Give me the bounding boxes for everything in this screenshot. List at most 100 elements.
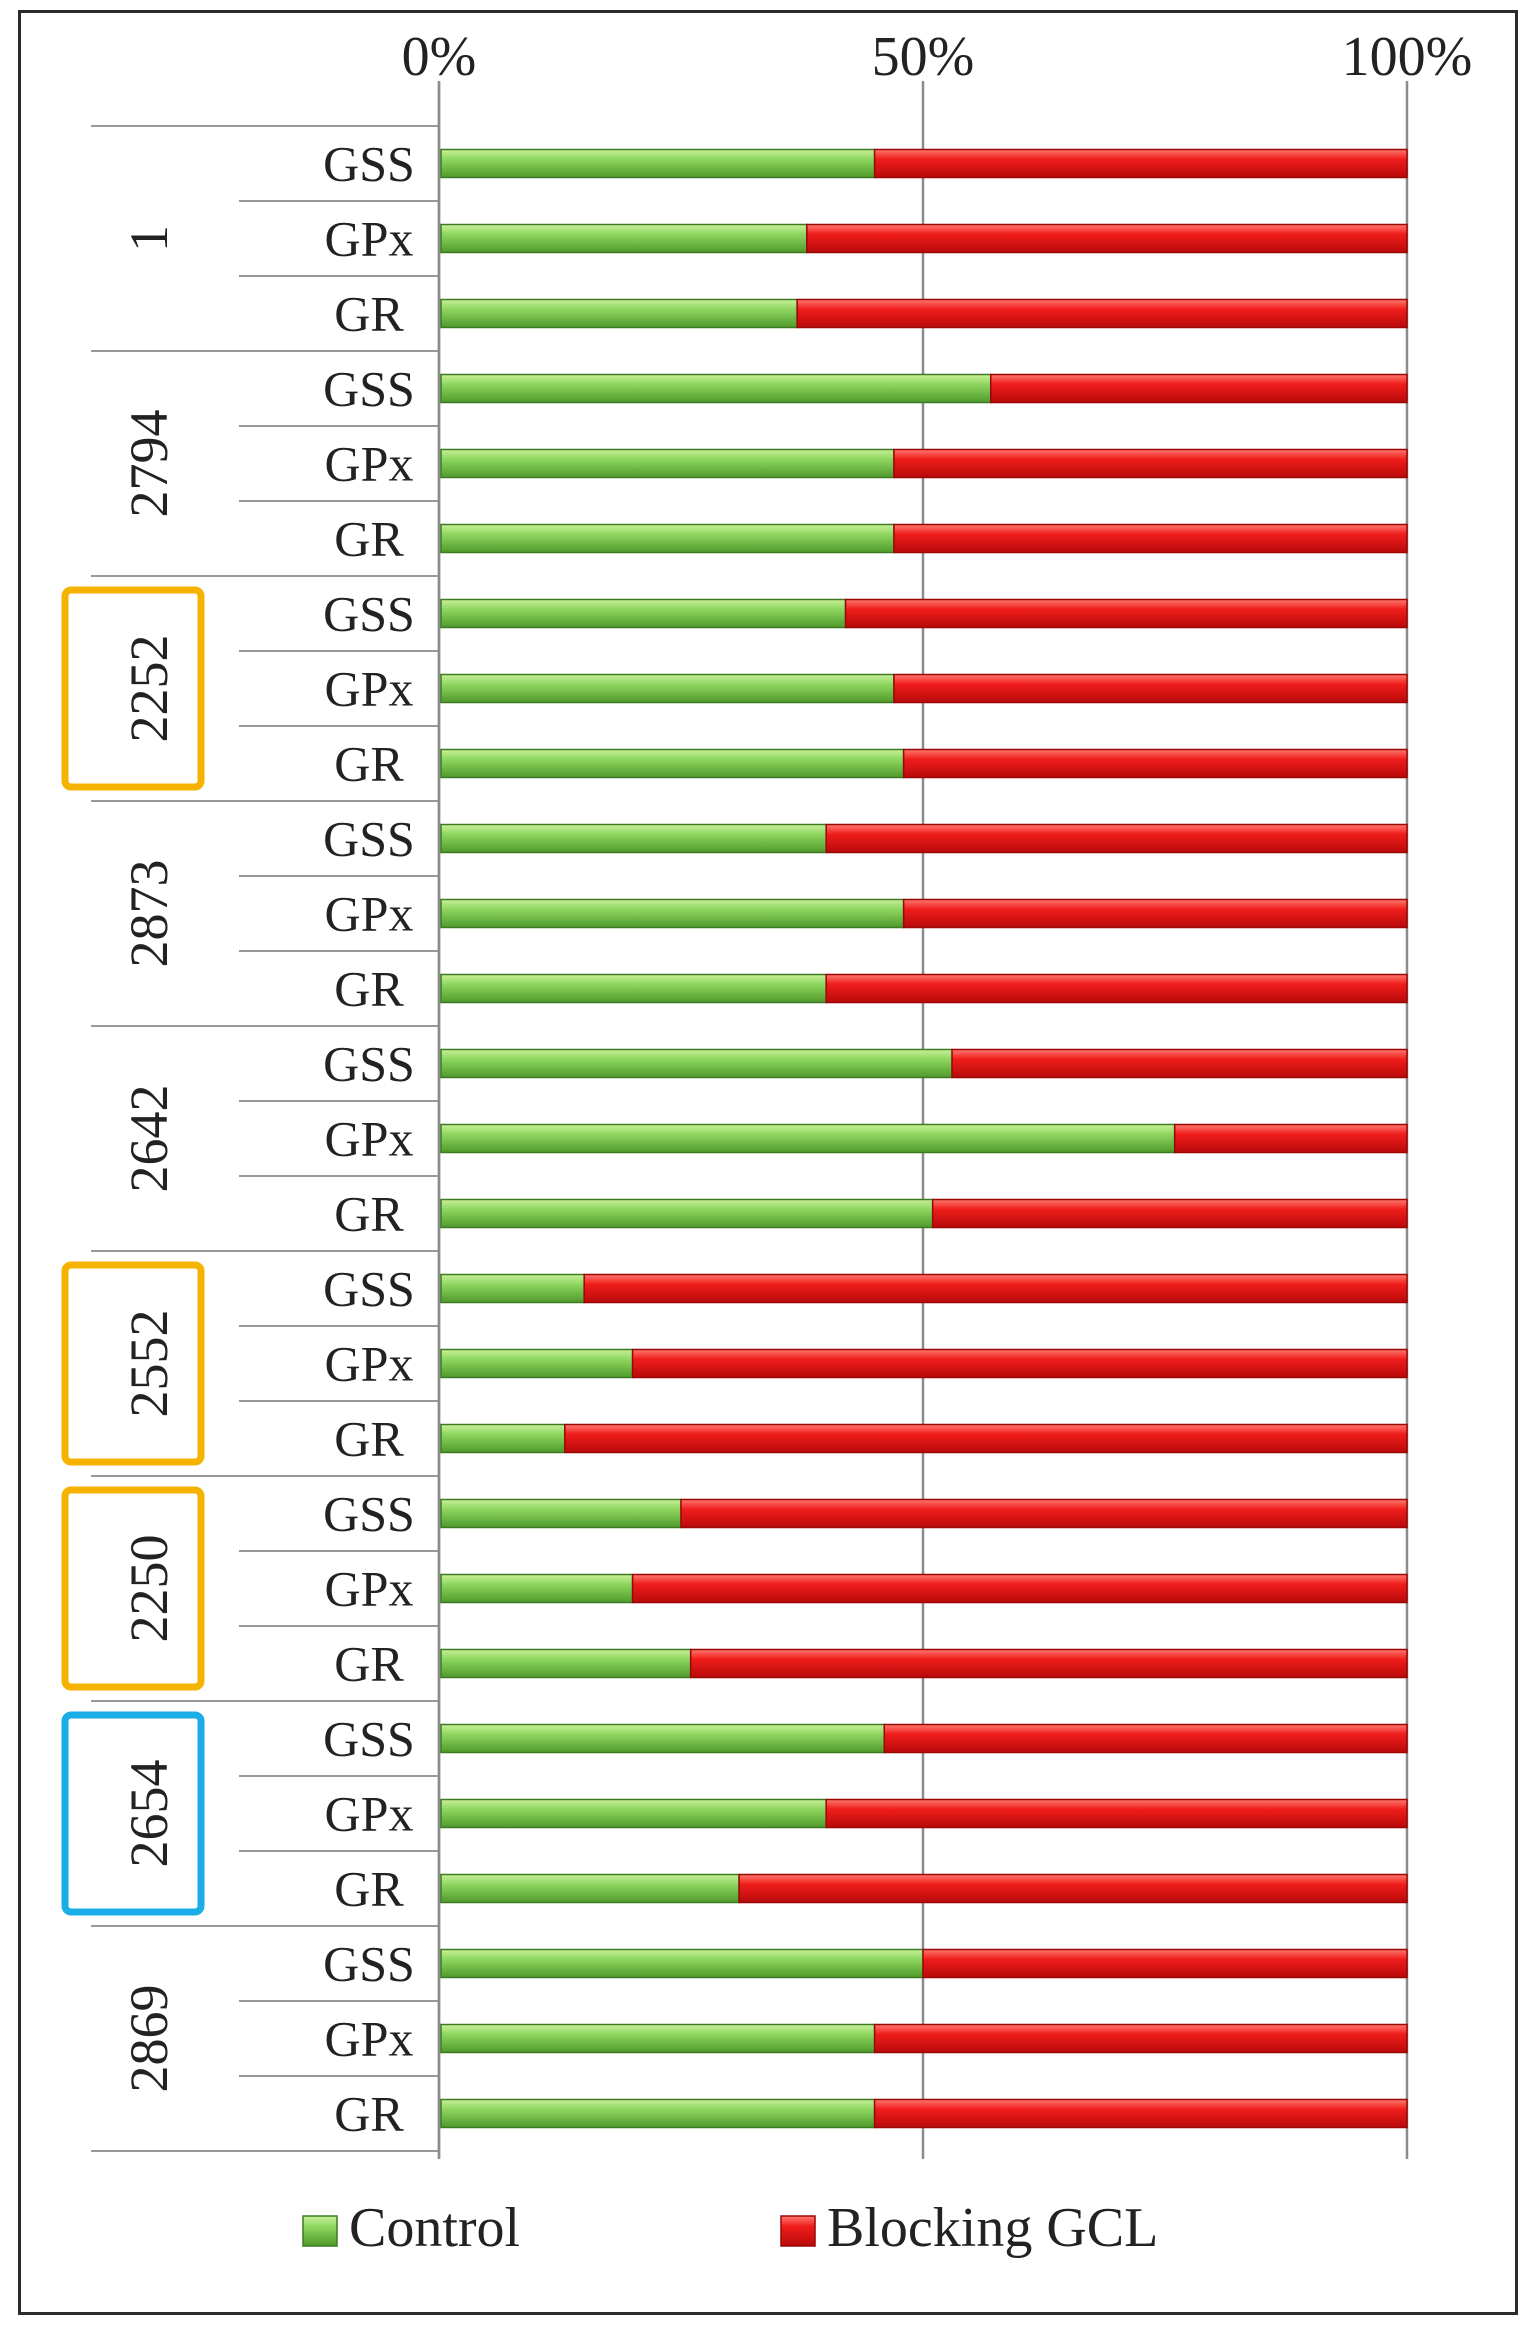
group-label: 2250: [119, 1535, 179, 1643]
bar-blocking-2869-GR: [873, 2098, 1408, 2129]
bar-control-2869-GPx: [440, 2023, 876, 2054]
group-highlight-box: [61, 1486, 205, 1691]
bar-control-2552-GSS: [440, 1273, 585, 1304]
bar-blocking-2873-GPx: [902, 898, 1408, 929]
bar-blocking-2252-GPx: [893, 673, 1408, 704]
bar-blocking-2252-GR: [902, 748, 1408, 779]
bar-control-2552-GR: [440, 1423, 566, 1454]
bar-control-1-GR: [440, 298, 798, 329]
bar-control-1-GSS: [440, 148, 876, 179]
enzyme-label: GR: [334, 1861, 404, 1917]
x-tick-label: 0%: [402, 26, 477, 88]
labels-layer: 0% 50% 100% GSS GPx GR 1 GSS GPx GR 2794 GSS GPx GR 22…: [119, 26, 1472, 2142]
legend-label-1: Blocking GCL: [827, 2197, 1158, 2259]
group-highlight-box: [61, 1261, 205, 1466]
x-tick-label: 100%: [1342, 26, 1473, 88]
bar-control-2873-GSS: [440, 823, 827, 854]
bar-blocking-2869-GSS: [922, 1948, 1408, 1979]
bar-control-2873-GR: [440, 973, 827, 1004]
bar-control-1-GPx: [440, 223, 808, 254]
bar-control-2873-GPx: [440, 898, 905, 929]
group-highlight-box: [61, 586, 205, 791]
bar-control-2642-GSS: [440, 1048, 953, 1079]
bar-blocking-2642-GPx: [1173, 1123, 1408, 1154]
enzyme-label: GSS: [323, 1936, 415, 1992]
chart-frame: 0% 50% 100% GSS GPx GR 1 GSS GPx GR 2794 GSS GPx GR 22…: [18, 10, 1518, 2315]
bar-control-2252-GSS: [440, 598, 847, 629]
bar-blocking-2552-GR: [564, 1423, 1408, 1454]
axis-layer: [61, 81, 441, 2159]
bar-blocking-2250-GSS: [680, 1498, 1408, 1529]
legend-label-0: Control: [349, 2197, 520, 2259]
group-highlight-box: [61, 1711, 205, 1916]
enzyme-label: GPx: [325, 661, 414, 717]
group-label: 2642: [119, 1085, 179, 1193]
bar-control-2252-GPx: [440, 673, 895, 704]
enzyme-label: GPx: [325, 886, 414, 942]
legend-swatch-1: [780, 2215, 816, 2247]
enzyme-label: GR: [334, 1636, 404, 1692]
legend: Control Blocking GCL: [302, 2197, 1158, 2259]
bar-blocking-2794-GSS: [990, 373, 1408, 404]
enzyme-label: GSS: [323, 1261, 415, 1317]
enzyme-label: GR: [334, 511, 404, 567]
legend-swatch-0: [302, 2215, 338, 2247]
enzyme-label: GPx: [325, 211, 414, 267]
enzyme-label: GPx: [325, 1786, 414, 1842]
enzyme-label: GR: [334, 2086, 404, 2142]
enzyme-label: GSS: [323, 1711, 415, 1767]
bar-control-2654-GSS: [440, 1723, 886, 1754]
bar-blocking-2252-GSS: [844, 598, 1408, 629]
stacked-bar-chart: 0% 50% 100% GSS GPx GR 1 GSS GPx GR 2794 GSS GPx GR 22…: [61, 26, 1472, 2259]
enzyme-label: GPx: [325, 1336, 414, 1392]
enzyme-label: GR: [334, 1411, 404, 1467]
enzyme-label: GSS: [323, 811, 415, 867]
group-label: 2552: [119, 1310, 179, 1418]
bar-control-2250-GR: [440, 1648, 692, 1679]
group-label: 2873: [119, 860, 179, 968]
enzyme-label: GR: [334, 1186, 404, 1242]
bar-control-2794-GR: [440, 523, 895, 554]
enzyme-label: GPx: [325, 2011, 414, 2067]
bar-blocking-2794-GPx: [893, 448, 1408, 479]
enzyme-label: GSS: [323, 1036, 415, 1092]
bar-blocking-2654-GPx: [825, 1798, 1408, 1829]
bar-blocking-2642-GR: [931, 1198, 1408, 1229]
enzyme-label: GSS: [323, 361, 415, 417]
bar-control-2552-GPx: [440, 1348, 634, 1379]
group-label: 1: [119, 225, 179, 252]
bar-blocking-2642-GSS: [951, 1048, 1408, 1079]
bar-blocking-1-GPx: [806, 223, 1408, 254]
group-label: 2869: [119, 1985, 179, 2093]
bar-blocking-2552-GPx: [631, 1348, 1408, 1379]
bar-blocking-2873-GSS: [825, 823, 1408, 854]
group-label: 2654: [119, 1760, 179, 1868]
enzyme-label: GSS: [323, 136, 415, 192]
x-tick-label: 50%: [872, 26, 975, 88]
enzyme-label: GPx: [325, 1111, 414, 1167]
bar-blocking-2873-GR: [825, 973, 1408, 1004]
enzyme-label: GSS: [323, 1486, 415, 1542]
group-label: 2794: [119, 410, 179, 518]
enzyme-label: GR: [334, 286, 404, 342]
bar-blocking-1-GSS: [873, 148, 1408, 179]
bar-control-2869-GR: [440, 2098, 876, 2129]
bar-control-2250-GSS: [440, 1498, 682, 1529]
bar-control-2250-GPx: [440, 1573, 634, 1604]
bar-blocking-1-GR: [796, 298, 1408, 329]
enzyme-label: GPx: [325, 436, 414, 492]
enzyme-label: GR: [334, 736, 404, 792]
bar-blocking-2654-GSS: [883, 1723, 1408, 1754]
bar-blocking-2250-GR: [689, 1648, 1408, 1679]
bar-control-2869-GSS: [440, 1948, 924, 1979]
bar-blocking-2552-GSS: [583, 1273, 1408, 1304]
group-label: 2252: [119, 635, 179, 743]
enzyme-label: GPx: [325, 1561, 414, 1617]
bars-layer: [440, 148, 1408, 2129]
bar-control-2794-GSS: [440, 373, 992, 404]
bar-control-2794-GPx: [440, 448, 895, 479]
enzyme-label: GSS: [323, 586, 415, 642]
enzyme-label: GR: [334, 961, 404, 1017]
bar-blocking-2794-GR: [893, 523, 1408, 554]
bar-control-2642-GR: [440, 1198, 934, 1229]
